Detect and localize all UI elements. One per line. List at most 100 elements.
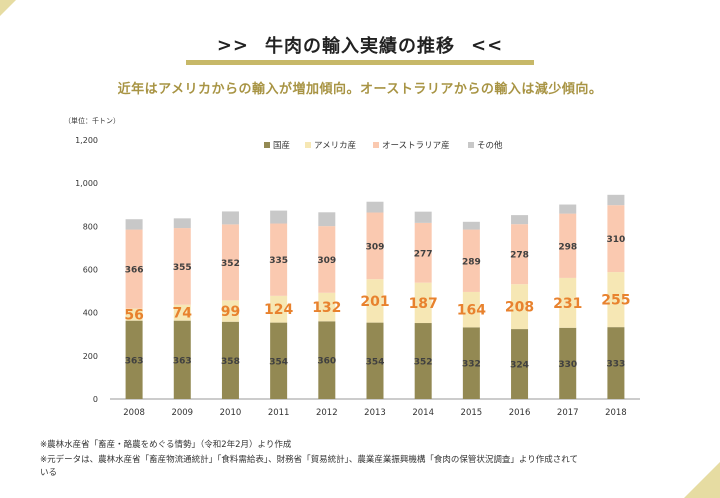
bar-2-2008: [125, 229, 143, 309]
x-tick-label: 2011: [268, 408, 290, 418]
bar-3-2011: [270, 210, 288, 224]
data-label-0-2011: 354: [269, 357, 288, 367]
bar-2-2010: [221, 224, 239, 301]
data-label-1-2017: 231: [553, 296, 582, 312]
bar-3-2010: [221, 211, 239, 225]
bar-0-2018: [607, 327, 625, 399]
x-tick-label: 2015: [461, 408, 483, 418]
data-label-0-2010: 358: [221, 357, 240, 367]
data-label-0-2018: 333: [607, 360, 626, 370]
subtitle: 近年はアメリカからの輸入が増加傾向。オーストラリアからの輸入は減少傾向。: [117, 82, 603, 97]
x-tick-label: 2016: [509, 408, 531, 418]
data-label-0-2015: 332: [462, 360, 481, 370]
bar-2-2015: [462, 229, 480, 292]
bar-2-2011: [270, 223, 288, 296]
data-label-2-2011: 335: [269, 256, 288, 266]
bar-0-2016: [511, 329, 529, 399]
bar-0-2013: [366, 322, 384, 399]
title-underline: [186, 60, 534, 65]
unit-label: （単位：千トン）: [64, 117, 120, 125]
y-tick-label: 0: [93, 395, 98, 404]
data-label-2-2016: 278: [510, 251, 529, 261]
data-label-0-2012: 360: [317, 357, 336, 367]
bar-0-2015: [462, 327, 480, 399]
corner-decoration-top-left: [0, 0, 16, 16]
data-label-1-2018: 255: [601, 293, 630, 309]
data-label-2-2017: 298: [558, 242, 577, 252]
data-label-1-2011: 124: [264, 302, 293, 318]
bar-2-2018: [607, 205, 625, 273]
bar-0-2008: [125, 320, 143, 399]
bar-0-2017: [559, 327, 577, 399]
data-label-2-2008: 366: [125, 266, 144, 276]
bar-1-2012: [318, 292, 336, 322]
bar-3-2017: [559, 204, 577, 214]
legend-label-0: 国産: [273, 140, 290, 151]
legend-label-3: その他: [477, 140, 503, 151]
data-label-2-2012: 309: [317, 256, 336, 266]
bar-2-2009: [173, 228, 191, 305]
source-note-3: いる: [40, 468, 58, 478]
x-tick-label: 2010: [220, 408, 242, 418]
x-tick-label: 2018: [605, 408, 627, 418]
corner-decoration-bottom-right: [684, 462, 720, 498]
data-label-0-2009: 363: [173, 356, 192, 366]
x-tick-label: 2009: [171, 408, 193, 418]
data-label-2-2013: 309: [366, 242, 385, 252]
bar-1-2018: [607, 272, 625, 328]
bar-0-2012: [318, 321, 336, 399]
bar-3-2009: [173, 218, 191, 229]
bar-3-2014: [414, 211, 432, 223]
title-block: >> 牛肉の輸入実績の推移 <<: [186, 30, 534, 66]
bar-1-2013: [366, 279, 384, 323]
x-tick-label: 2017: [557, 408, 579, 418]
bar-1-2017: [559, 277, 577, 328]
bar-1-2010: [221, 300, 239, 322]
bar-3-2013: [366, 201, 384, 213]
legend-swatch-0: [264, 142, 270, 148]
bar-2-2013: [366, 212, 384, 280]
x-tick-label: 2008: [123, 408, 145, 418]
legend-swatch-2: [373, 142, 379, 148]
data-label-0-2016: 324: [510, 361, 529, 371]
data-label-1-2008: 56: [124, 308, 143, 324]
bar-2-2016: [511, 224, 529, 285]
bar-1-2016: [511, 284, 529, 330]
data-label-2-2014: 277: [414, 249, 433, 259]
bar-1-2011: [270, 295, 288, 323]
bar-1-2015: [462, 291, 480, 328]
legend-swatch-3: [468, 142, 474, 148]
data-label-0-2017: 330: [558, 360, 577, 370]
data-label-1-2010: 99: [221, 304, 240, 320]
bar-3-2012: [318, 212, 336, 227]
bar-0-2011: [270, 322, 288, 399]
source-note-2: ※元データは、農林水産省「畜産物流通統計」「食料需給表」、財務省「貿易統計」、農…: [40, 455, 578, 465]
data-label-0-2013: 354: [366, 357, 385, 367]
data-label-1-2012: 132: [312, 300, 341, 316]
bar-0-2014: [414, 323, 432, 399]
title-arrow-right: <<: [471, 34, 504, 56]
data-label-2-2009: 355: [173, 263, 192, 273]
source-note-1: ※農林水産省「畜産・酪農をめぐる情勢」（令和2年2月）より作成: [40, 440, 292, 450]
data-label-1-2015: 164: [457, 303, 486, 319]
x-tick-label: 2013: [364, 408, 386, 418]
bar-1-2009: [173, 304, 191, 321]
legend-swatch-1: [305, 142, 311, 148]
bar-2-2014: [414, 222, 432, 283]
bar-2-2017: [559, 213, 577, 278]
bar-3-2016: [511, 215, 529, 225]
legend-label-2: オーストラリア産: [382, 140, 450, 151]
bar-1-2008: [125, 308, 143, 321]
bar-2-2012: [318, 226, 336, 293]
data-label-2-2018: 310: [607, 235, 626, 245]
y-tick-label: 600: [83, 266, 98, 275]
y-tick-label: 1,000: [75, 179, 98, 188]
y-tick-label: 400: [83, 309, 98, 318]
data-label-2-2015: 289: [462, 257, 481, 267]
data-label-1-2014: 187: [409, 296, 438, 312]
y-tick-label: 800: [83, 222, 98, 231]
page-title: >> 牛肉の輸入実績の推移 <<: [186, 30, 534, 60]
bar-3-2018: [607, 194, 625, 206]
